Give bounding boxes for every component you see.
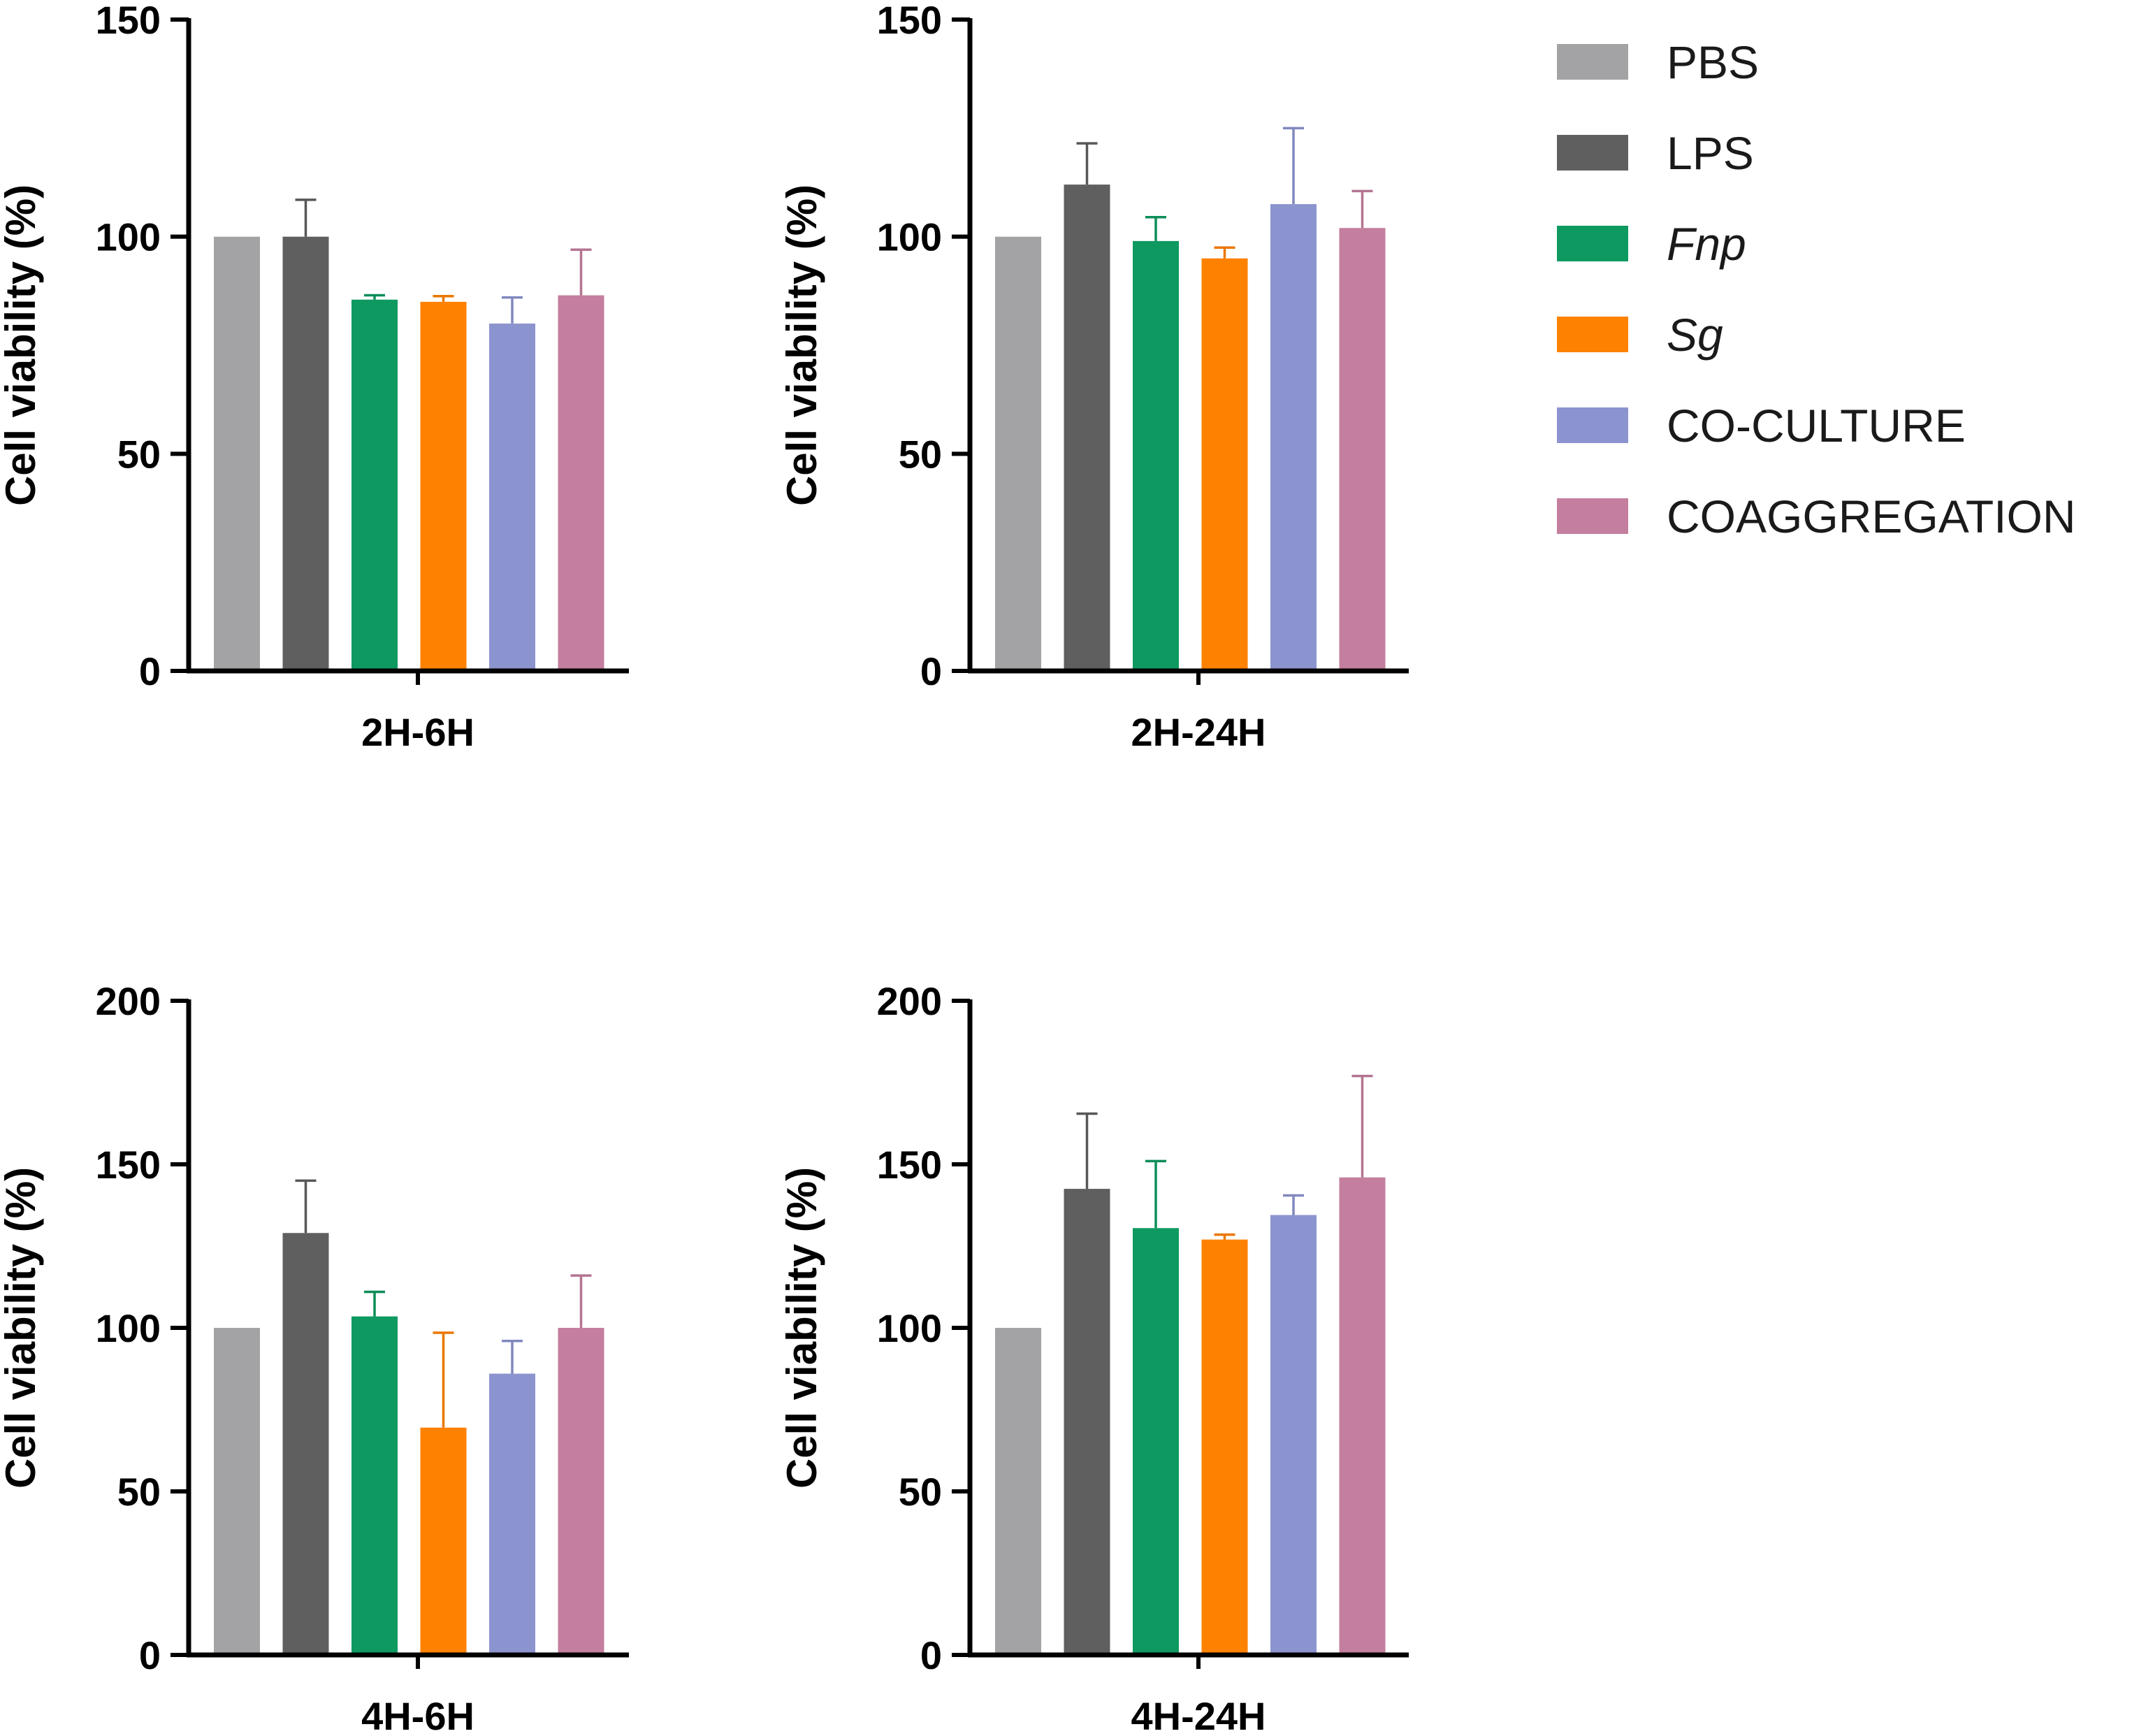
bar-lps <box>282 236 329 672</box>
legend-item-coaggregation: COAGGREGATION <box>1557 491 2076 542</box>
y-tick-label: 50 <box>117 1470 161 1514</box>
bar-lps <box>282 1233 329 1655</box>
legend-label: Fnp <box>1667 218 1746 270</box>
y-tick-label: 50 <box>899 1470 942 1514</box>
y-tick-label: 150 <box>96 0 161 42</box>
legend-swatch <box>1557 407 1628 443</box>
legend-label: CO-CULTURE <box>1667 400 1966 451</box>
bar-sg <box>420 1427 467 1655</box>
chart-panels: 0 50 100 150 2H-6H Cell viability (%) 0 50 100 15… <box>0 0 1409 1736</box>
chart-panel-4H-24H: 0 50 100 150 200 4H-24H Cell viability (%) <box>778 979 1409 1736</box>
legend-swatch <box>1557 44 1628 80</box>
bar-sg <box>1201 258 1248 671</box>
y-tick-label: 0 <box>920 649 942 693</box>
bar-fnp <box>1133 1228 1179 1655</box>
y-axis-title: Cell viability (%) <box>0 1167 44 1489</box>
legend-label: LPS <box>1667 127 1754 179</box>
y-tick-label: 0 <box>920 1633 942 1677</box>
y-tick-label: 100 <box>96 215 161 259</box>
y-tick-label: 150 <box>877 1143 942 1187</box>
bar-pbs <box>995 236 1041 672</box>
y-tick-label: 50 <box>899 432 942 476</box>
bar-pbs <box>995 1328 1041 1655</box>
bar-co-culture <box>1270 204 1317 672</box>
bar-coaggregation <box>558 1328 604 1655</box>
bar-fnp <box>351 299 398 671</box>
y-tick-label: 100 <box>877 215 942 259</box>
bar-pbs <box>214 1328 260 1655</box>
bar-lps <box>1064 185 1110 671</box>
y-tick-label: 200 <box>96 979 161 1023</box>
legend-item-sg: Sg <box>1557 309 1723 361</box>
bar-fnp <box>1133 240 1179 671</box>
y-tick-label: 200 <box>877 979 942 1023</box>
legend-item-co-culture: CO-CULTURE <box>1557 400 1966 451</box>
bar-lps <box>1064 1189 1110 1655</box>
y-tick-label: 100 <box>877 1306 942 1350</box>
legend-swatch <box>1557 135 1628 171</box>
bar-co-culture <box>489 323 535 671</box>
chart-panel-2H-6H: 0 50 100 150 2H-6H Cell viability (%) <box>0 0 629 754</box>
legend-swatch <box>1557 317 1628 352</box>
bar-co-culture <box>1270 1215 1317 1655</box>
chart-panel-4H-6H: 0 50 100 150 200 4H-6H Cell viability (%) <box>0 979 629 1736</box>
bar-pbs <box>214 236 260 672</box>
bar-sg <box>420 301 467 671</box>
legend-label: PBS <box>1667 36 1759 88</box>
y-tick-label: 50 <box>117 432 161 476</box>
bar-coaggregation <box>558 295 604 672</box>
x-axis-label: 2H-6H <box>361 710 474 754</box>
bar-coaggregation <box>1339 228 1386 671</box>
x-axis-label: 4H-24H <box>1131 1694 1266 1736</box>
y-tick-label: 0 <box>139 649 161 693</box>
y-tick-label: 100 <box>96 1306 161 1350</box>
y-axis-title: Cell viability (%) <box>778 1167 825 1489</box>
legend-item-lps: LPS <box>1557 127 1754 179</box>
legend: PBS LPS Fnp Sg CO-CULTURE COAGGREGATION <box>1557 36 2076 542</box>
bar-co-culture <box>489 1373 535 1655</box>
y-axis-title: Cell viability (%) <box>778 185 825 506</box>
legend-item-pbs: PBS <box>1557 36 1759 88</box>
x-axis-label: 2H-24H <box>1131 710 1266 754</box>
legend-label: COAGGREGATION <box>1667 491 2076 542</box>
x-axis-label: 4H-6H <box>361 1694 474 1736</box>
legend-item-fnp: Fnp <box>1557 218 1746 270</box>
bar-coaggregation <box>1339 1177 1386 1655</box>
legend-label: Sg <box>1667 309 1723 361</box>
y-axis-title: Cell viability (%) <box>0 185 44 506</box>
chart-panel-2H-24H: 0 50 100 150 2H-24H Cell viability (%) <box>778 0 1409 754</box>
bar-fnp <box>351 1316 398 1655</box>
legend-swatch <box>1557 226 1628 261</box>
legend-swatch <box>1557 498 1628 534</box>
y-tick-label: 150 <box>877 0 942 42</box>
y-tick-label: 150 <box>96 1143 161 1187</box>
y-tick-label: 0 <box>139 1633 161 1677</box>
bar-sg <box>1201 1239 1248 1655</box>
